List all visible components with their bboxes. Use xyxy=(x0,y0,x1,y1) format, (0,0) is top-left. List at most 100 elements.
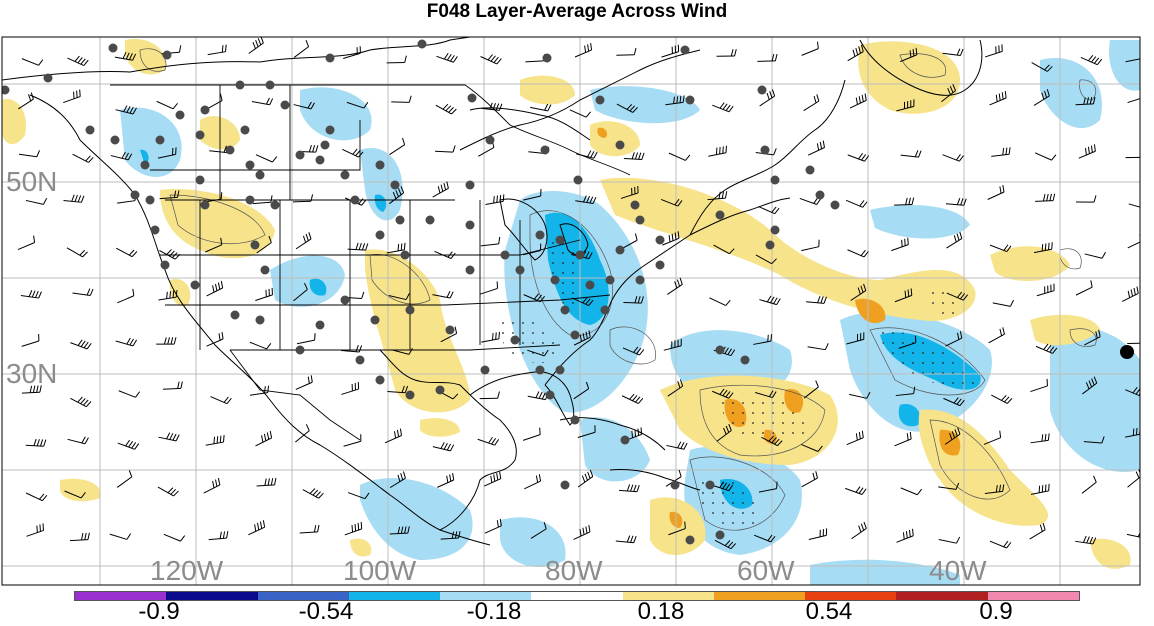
station-marker xyxy=(771,226,780,235)
wind-barb-staff xyxy=(341,389,358,394)
wind-barb-feather xyxy=(176,435,179,441)
wind-barb-staff xyxy=(297,340,315,344)
wind-barb-feather xyxy=(260,522,261,529)
wind-barb-feather xyxy=(497,520,498,527)
wind-barb-staff xyxy=(22,341,39,346)
wind-barb-feather xyxy=(1131,289,1132,296)
wind-barb-feather xyxy=(496,104,499,111)
station-marker xyxy=(596,96,605,105)
wind-barb-feather xyxy=(267,343,271,349)
wind-barb-feather xyxy=(72,195,74,202)
wind-barb-staff xyxy=(990,541,1007,548)
wind-barb-feather xyxy=(499,104,502,111)
wind-barb-feather xyxy=(453,473,454,480)
wind-barb-feather xyxy=(908,238,909,245)
wind-barb-staff xyxy=(891,245,908,251)
wind-barb-feather xyxy=(859,96,860,103)
wind-barb-feather xyxy=(214,437,215,444)
wind-barb-feather xyxy=(1128,291,1129,298)
wind-barb-staff xyxy=(708,153,726,156)
wind-barb-staff xyxy=(433,188,449,197)
wind-barb-feather xyxy=(447,476,448,483)
wind-barb-feather xyxy=(767,93,769,100)
station-marker xyxy=(418,40,427,49)
wind-barb-staff xyxy=(116,248,132,256)
wind-barb-feather xyxy=(956,154,960,160)
station-marker xyxy=(466,221,475,230)
wind-barb-feather xyxy=(957,234,959,241)
wind-barb-feather xyxy=(634,485,636,492)
station-marker xyxy=(141,161,150,170)
wind-barb-staff xyxy=(667,284,682,294)
wind-barb-staff xyxy=(296,382,312,389)
wind-barb-staff xyxy=(990,245,1007,251)
wind-barb-feather xyxy=(355,524,356,531)
wind-barb-feather xyxy=(1102,252,1105,258)
wind-barb-staff xyxy=(18,99,33,109)
wind-barb-feather xyxy=(265,479,266,486)
wind-barb-feather xyxy=(78,340,82,346)
wind-barb-feather xyxy=(213,285,214,292)
wind-barb-feather xyxy=(859,488,863,494)
station-marker xyxy=(44,74,53,83)
wind-barb-staff xyxy=(901,488,918,495)
wind-barb-feather xyxy=(960,232,962,239)
wind-barb-feather xyxy=(81,341,85,347)
wind-barb-feather xyxy=(961,198,963,205)
wind-barb-feather xyxy=(536,476,537,483)
wind-barb-feather xyxy=(957,49,960,55)
wind-barb-feather xyxy=(589,525,590,532)
wind-barb-feather xyxy=(906,198,908,205)
station-marker xyxy=(536,366,545,375)
wind-barb-feather xyxy=(859,153,863,159)
wind-barb-feather xyxy=(905,291,906,298)
wind-barb-feather xyxy=(491,476,492,483)
wind-barb-feather xyxy=(494,474,495,481)
wind-barb-feather xyxy=(316,145,318,152)
wind-barb-feather xyxy=(450,55,454,61)
station-marker xyxy=(546,391,555,400)
wind-barb-feather xyxy=(85,533,86,540)
wind-barb-feather xyxy=(356,150,361,155)
wind-barb-feather xyxy=(366,243,368,250)
wind-barb-feather xyxy=(78,195,80,202)
wind-barb-feather xyxy=(352,525,353,532)
wind-barb-feather xyxy=(362,243,364,250)
wind-barb-feather xyxy=(35,291,38,297)
colorbar-segment xyxy=(166,592,257,600)
wind-barb-feather xyxy=(861,250,865,255)
wind-barb-feather xyxy=(127,338,131,344)
wind-barb-feather xyxy=(77,91,78,98)
wind-barb-feather xyxy=(443,104,448,109)
wind-barb-feather xyxy=(453,145,455,152)
wind-barb-feather xyxy=(726,105,730,111)
wind-barb-feather xyxy=(39,494,44,499)
wind-barb-feather xyxy=(669,235,670,242)
wind-barb-feather xyxy=(1000,186,1001,193)
wind-barb-feather xyxy=(817,199,821,205)
wind-barb-feather xyxy=(449,107,454,112)
wind-barb-feather xyxy=(227,398,231,403)
wind-barb-feather xyxy=(356,243,358,250)
station-marker xyxy=(636,276,645,285)
wind-barb-feather xyxy=(493,103,496,110)
wind-barb-feather xyxy=(824,297,826,304)
wind-barb-feather xyxy=(313,145,315,152)
station-marker xyxy=(226,146,235,155)
station-marker xyxy=(571,416,580,425)
wind-barb-feather xyxy=(498,392,500,399)
station-marker xyxy=(196,176,205,185)
wind-barb-feather xyxy=(271,478,272,485)
wind-barb-feather xyxy=(1143,427,1144,434)
wind-barb-staff xyxy=(250,342,267,349)
wind-barb-feather xyxy=(586,526,587,533)
wind-barb-feather xyxy=(221,192,222,199)
wind-barb-feather xyxy=(356,345,358,352)
wind-barb-feather xyxy=(306,40,309,46)
wind-barb-staff xyxy=(847,438,864,445)
wind-barb-feather xyxy=(271,195,272,202)
wind-barb-feather xyxy=(394,431,395,438)
wind-barb-feather xyxy=(865,93,866,100)
station-marker xyxy=(616,141,625,150)
station-marker xyxy=(771,176,780,185)
